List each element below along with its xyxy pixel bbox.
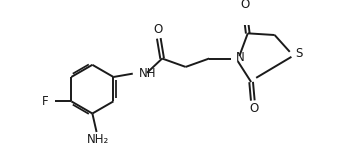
Text: O: O <box>241 0 250 11</box>
Text: NH: NH <box>138 67 156 80</box>
Text: N: N <box>236 51 245 64</box>
Text: F: F <box>42 95 49 108</box>
Text: O: O <box>249 102 258 115</box>
Text: NH₂: NH₂ <box>87 133 109 146</box>
Text: S: S <box>295 47 303 60</box>
Text: O: O <box>153 24 163 36</box>
